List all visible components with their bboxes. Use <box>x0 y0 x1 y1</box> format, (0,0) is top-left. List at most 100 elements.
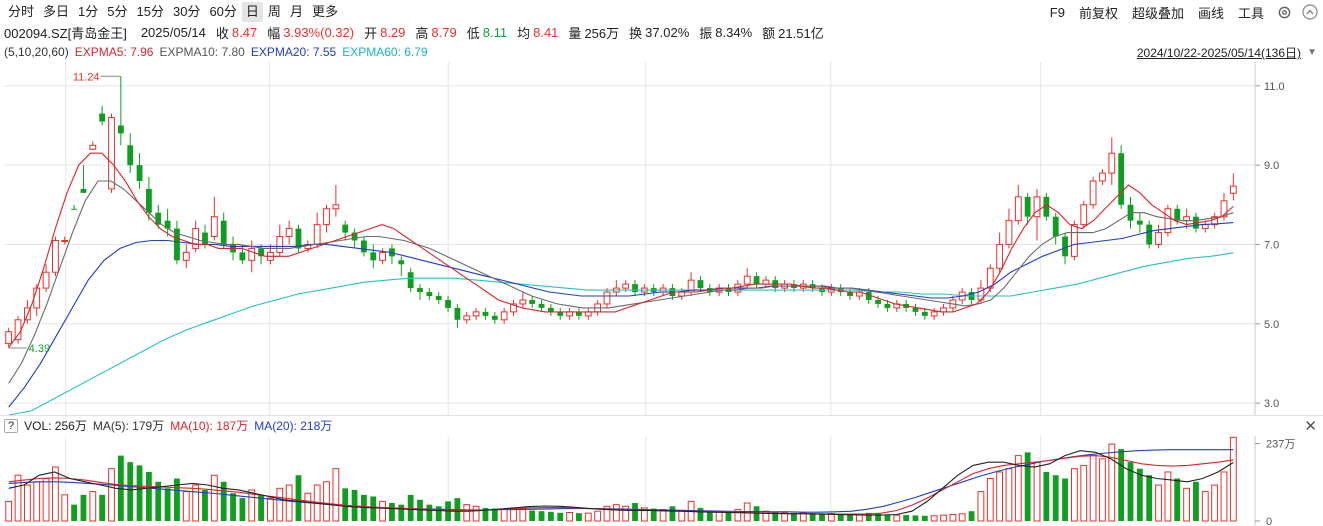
volume-bar <box>5 500 13 522</box>
volume-bar <box>837 513 844 521</box>
candle-body <box>1043 196 1050 217</box>
price-chart[interactable]: 11.0 9.0 7.0 5.0 3.0 11.24 4.39 <box>0 62 1323 415</box>
candle-body <box>1033 196 1041 218</box>
low-annotation: 4.39 <box>29 343 50 355</box>
low-value: 8.11 <box>482 24 508 40</box>
volume-bar <box>622 505 630 522</box>
candle-body <box>603 291 611 305</box>
candle-body <box>99 113 106 122</box>
volume-bar <box>1099 458 1106 522</box>
volume-bar <box>791 512 797 521</box>
timeframe-tab[interactable]: 分时 <box>8 4 35 19</box>
timeframe-tab[interactable]: 30分 <box>172 4 201 19</box>
candle-body <box>1164 208 1172 234</box>
candle-body <box>239 252 246 261</box>
volume-legend: ? VOL: 256万 MA(5): 179万 MA(10): 187万 MA(… <box>0 415 1323 435</box>
timeframe-tab[interactable]: 月 <box>289 4 303 19</box>
date-range[interactable]: 2024/10/22-2025/05/14(136日) <box>1136 46 1301 60</box>
overlay-button[interactable]: 超级叠加 <box>1131 5 1184 21</box>
f9-button[interactable]: F9 <box>1049 4 1065 20</box>
volume-bar <box>1043 471 1050 521</box>
volume-bar <box>417 499 423 521</box>
volume-bar <box>958 513 966 522</box>
candle-body <box>547 307 554 312</box>
candle-body <box>491 315 498 320</box>
volume-bar <box>295 475 302 521</box>
collapse-icon[interactable] <box>1300 2 1320 22</box>
candle-body <box>865 292 872 300</box>
tools-button[interactable]: 工具 <box>1237 5 1264 21</box>
volume-bar <box>174 478 180 521</box>
ma20-legend: EXPMA20: 7.55 <box>250 45 337 59</box>
candle-body <box>753 276 760 285</box>
candle-body <box>52 239 59 273</box>
volume-bar <box>127 462 134 521</box>
close-volume-icon[interactable]: ✕ <box>1304 418 1317 435</box>
volume-bar <box>1071 468 1078 522</box>
candle-body <box>127 145 134 166</box>
vol-legend: VOL: 256万 <box>24 419 87 433</box>
candle-body <box>1220 200 1228 218</box>
timeframe-tab[interactable]: 60分 <box>209 4 237 19</box>
volume-bar <box>875 513 881 521</box>
volume-bar <box>1052 475 1059 521</box>
settings-icon[interactable] <box>1274 2 1294 22</box>
timeframe-tab[interactable]: 更多 <box>311 4 338 19</box>
volume-bar <box>697 507 704 521</box>
volume-bar <box>108 468 115 522</box>
volume-bar <box>715 511 723 522</box>
candle-body <box>332 204 340 210</box>
volume-bar <box>1108 443 1116 522</box>
volume-bar <box>89 491 97 522</box>
candle-body <box>155 212 162 225</box>
volume-bar <box>1211 484 1219 522</box>
timeframe-tab[interactable]: 周 <box>267 4 281 19</box>
volume-bar <box>80 494 87 521</box>
candle-body <box>576 311 582 316</box>
volume-bar <box>370 496 377 521</box>
volume-bar <box>1005 468 1013 522</box>
candle-body <box>1024 196 1031 217</box>
volume-bar <box>61 494 69 522</box>
candle-body <box>697 280 704 289</box>
range-dropdown-icon[interactable]: ▼ <box>1307 47 1317 58</box>
candle-body <box>285 228 293 238</box>
timeframe-tab[interactable]: 多日 <box>43 4 70 19</box>
volume-bar <box>940 514 947 522</box>
candle-body <box>1080 204 1088 226</box>
amount-label: 额 <box>762 25 776 41</box>
draw-button[interactable]: 画线 <box>1197 5 1224 21</box>
volume-chart[interactable]: 237万 0 <box>0 436 1323 526</box>
candle-body <box>295 228 302 249</box>
volume-tick-label: 0 <box>1266 516 1272 526</box>
volume-bar <box>146 471 152 521</box>
candle-body <box>351 232 358 241</box>
candle-body <box>42 271 50 289</box>
candle-body <box>584 311 592 317</box>
volume-bar <box>1183 487 1190 522</box>
volume-bar <box>14 474 22 522</box>
candle-body <box>622 283 630 289</box>
help-icon[interactable]: ? <box>4 418 19 433</box>
volume-bar <box>342 488 349 521</box>
avg-value: 8.41 <box>533 24 559 40</box>
timeframe-tab[interactable]: 1分 <box>78 4 99 19</box>
timeframe-tab[interactable]: 15分 <box>136 4 164 19</box>
timeframe-tab[interactable]: 5分 <box>107 4 128 19</box>
candle-body <box>220 220 227 245</box>
volume-bar <box>258 494 264 521</box>
candle-body <box>632 284 638 293</box>
ma-params[interactable]: (5,10,20,60) <box>4 45 69 59</box>
candle-body <box>1014 196 1022 222</box>
candle-body <box>847 292 853 297</box>
candle-body <box>557 311 564 316</box>
candle-body <box>743 275 751 285</box>
candle-body <box>14 319 22 341</box>
adjust-button[interactable]: 前复权 <box>1078 5 1118 21</box>
price-tick-label: 9.0 <box>1264 160 1279 172</box>
price-tick-label: 11.0 <box>1264 81 1285 93</box>
candle-body <box>182 251 190 261</box>
timeframe-tab[interactable]: 日 <box>241 2 263 22</box>
expma5-line <box>8 152 1234 348</box>
ma10-legend: EXPMA10: 7.80 <box>159 45 245 59</box>
